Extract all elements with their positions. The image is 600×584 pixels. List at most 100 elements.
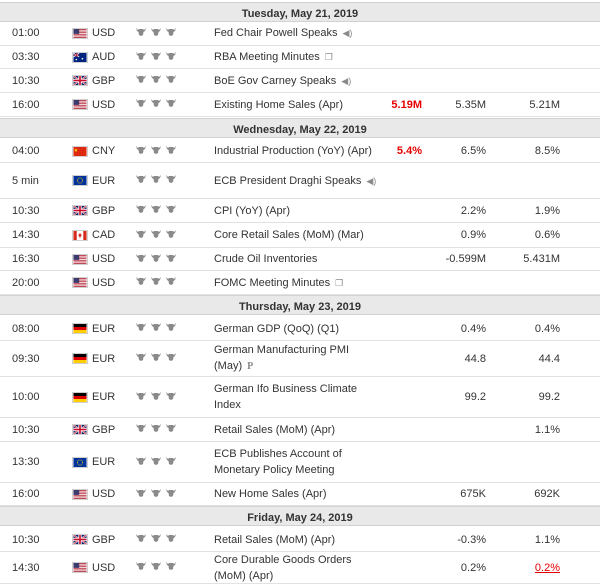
event-row[interactable]: 16:30 USD Crude Oil Inventories -0.599M … <box>0 248 600 271</box>
bull-icon <box>135 229 180 242</box>
event-title[interactable]: Industrial Production (YoY) (Apr) <box>214 145 372 157</box>
event-previous: 44.4 <box>496 341 560 376</box>
event-name[interactable]: ECB Publishes Account of Monetary Policy… <box>214 442 384 482</box>
bull-icon <box>135 253 180 266</box>
event-title[interactable]: German GDP (QoQ) (Q1) <box>214 322 340 335</box>
event-currency: GBP <box>92 533 116 546</box>
importance-rating <box>135 21 185 45</box>
event-previous-value: 0.6% <box>534 229 560 241</box>
importance-rating <box>135 528 185 551</box>
event-previous: 0.6% <box>496 223 560 247</box>
event-row[interactable]: 14:30 USD Core Durable Goods Orders (MoM… <box>0 552 600 584</box>
event-title[interactable]: ECB Publishes Account of Monetary Policy… <box>214 448 342 476</box>
event-name[interactable]: Core Retail Sales (MoM) (Mar) <box>214 223 384 247</box>
event-name[interactable]: CPI (YoY) (Apr) <box>214 199 384 222</box>
event-previous <box>496 46 560 68</box>
event-row[interactable]: 16:00 USD New Home Sales (Apr) 675K 692K <box>0 483 600 506</box>
event-time: 16:00 <box>12 98 40 111</box>
importance-rating <box>135 93 185 116</box>
event-forecast: 675K <box>460 488 486 500</box>
event-name[interactable]: German Ifo Business Climate Index <box>214 377 384 417</box>
event-title[interactable]: FOMC Meeting Minutes <box>214 276 331 289</box>
event-title[interactable]: CPI (YoY) (Apr) <box>214 204 291 217</box>
event-row[interactable]: 20:00 USD FOMC Meeting Minutes ❐ <box>0 271 600 295</box>
event-name[interactable]: RBA Meeting Minutes ❐ <box>214 46 384 68</box>
event-currency: EUR <box>92 174 116 187</box>
country-flag-icon <box>72 93 88 116</box>
event-row[interactable]: 5 min EUR ECB President Draghi Speaks ◀) <box>0 163 600 199</box>
event-actual <box>380 377 422 417</box>
event-title[interactable]: BoE Gov Carney Speaks <box>214 74 337 87</box>
event-time: 10:30 <box>12 423 40 436</box>
event-title[interactable]: New Home Sales (Apr) <box>214 488 327 500</box>
event-actual <box>380 528 422 551</box>
event-previous: 692K <box>496 483 560 505</box>
event-name[interactable]: Existing Home Sales (Apr) <box>214 93 384 116</box>
event-row[interactable]: 14:30 CAD Core Retail Sales (MoM) (Mar) … <box>0 223 600 248</box>
event-name[interactable]: Retail Sales (MoM) (Apr) <box>214 418 384 441</box>
event-currency: USD <box>92 276 116 289</box>
event-previous: 0.2% <box>496 552 560 583</box>
event-name[interactable]: ECB President Draghi Speaks ◀) <box>214 163 384 198</box>
event-currency: EUR <box>92 322 116 335</box>
event-title[interactable]: Existing Home Sales (Apr) <box>214 98 343 111</box>
event-previous <box>496 442 560 482</box>
event-row[interactable]: 09:30 EUR German Manufacturing PMI (May)… <box>0 341 600 377</box>
event-currency: USD <box>92 253 116 265</box>
country-flag-icon <box>72 223 88 247</box>
event-name[interactable]: Fed Chair Powell Speaks ◀) <box>214 21 384 45</box>
event-row[interactable]: 13:30 EUR ECB Publishes Account of Monet… <box>0 442 600 483</box>
event-name[interactable]: BoE Gov Carney Speaks ◀) <box>214 69 384 92</box>
event-title[interactable]: Core Retail Sales (MoM) (Mar) <box>214 229 364 241</box>
event-currency: EUR <box>92 456 116 468</box>
event-row[interactable]: 10:30 GBP Retail Sales (MoM) (Apr) 1.1% <box>0 418 600 442</box>
event-name[interactable]: Industrial Production (YoY) (Apr) <box>214 140 384 162</box>
event-row[interactable]: 03:30 AUD RBA Meeting Minutes ❐ <box>0 46 600 69</box>
event-title[interactable]: Crude Oil Inventories <box>214 253 318 265</box>
event-actual <box>380 223 422 247</box>
country-flag-icon <box>72 418 88 441</box>
event-row[interactable]: 10:00 EUR German Ifo Business Climate In… <box>0 377 600 418</box>
event-row[interactable]: 04:00 CNY Industrial Production (YoY) (A… <box>0 140 600 163</box>
importance-rating <box>135 163 185 198</box>
event-title[interactable]: Fed Chair Powell Speaks <box>214 27 338 39</box>
event-title[interactable]: German Manufacturing PMI (May) <box>214 344 350 372</box>
event-name[interactable]: Core Durable Goods Orders (MoM) (Apr) <box>214 552 384 583</box>
event-forecast <box>424 46 486 68</box>
event-title[interactable]: ECB President Draghi Speaks <box>214 174 362 187</box>
event-title[interactable]: German Ifo Business Climate Index <box>214 383 358 411</box>
event-forecast: 0.9% <box>460 229 486 241</box>
event-title[interactable]: Retail Sales (MoM) (Apr) <box>214 423 336 436</box>
event-row[interactable]: 01:00 USD Fed Chair Powell Speaks ◀) <box>0 21 600 46</box>
event-name[interactable]: New Home Sales (Apr) <box>214 483 384 505</box>
event-name[interactable]: Retail Sales (MoM) (Apr) <box>214 528 384 551</box>
event-row[interactable]: 10:30 GBP Retail Sales (MoM) (Apr) -0.3%… <box>0 528 600 552</box>
event-name[interactable]: German Manufacturing PMI (May) P <box>214 341 384 376</box>
event-previous-value: 44.4 <box>538 352 560 365</box>
event-currency: GBP <box>92 204 116 217</box>
event-name[interactable]: German GDP (QoQ) (Q1) <box>214 317 384 340</box>
importance-rating <box>135 418 185 441</box>
event-title[interactable]: Retail Sales (MoM) (Apr) <box>214 533 336 546</box>
event-time: 03:30 <box>12 51 40 63</box>
event-previous-value: 1.1% <box>534 423 560 436</box>
event-time: 01:00 <box>12 27 40 39</box>
event-name[interactable]: Crude Oil Inventories <box>214 248 384 270</box>
event-title[interactable]: Core Durable Goods Orders (MoM) (Apr) <box>214 553 352 582</box>
country-flag-icon <box>72 483 88 505</box>
speaker-icon: ◀) <box>342 28 353 38</box>
country-flag-icon <box>72 46 88 68</box>
event-row[interactable]: 08:00 EUR German GDP (QoQ) (Q1) 0.4% 0.4… <box>0 317 600 341</box>
event-title[interactable]: RBA Meeting Minutes <box>214 51 320 63</box>
event-row[interactable]: 16:00 USD Existing Home Sales (Apr) 5.19… <box>0 93 600 117</box>
event-previous-value: 5.431M <box>523 253 560 265</box>
event-name[interactable]: FOMC Meeting Minutes ❐ <box>214 271 384 294</box>
event-row[interactable]: 10:30 GBP CPI (YoY) (Apr) 2.2% 1.9% <box>0 199 600 223</box>
event-currency: USD <box>92 27 116 39</box>
event-row[interactable]: 10:30 GBP BoE Gov Carney Speaks ◀) <box>0 69 600 93</box>
event-forecast: 0.2% <box>460 561 486 574</box>
event-forecast <box>424 21 486 45</box>
bull-icon <box>135 276 180 289</box>
event-time: 14:30 <box>12 561 40 574</box>
event-forecast: 99.2 <box>464 391 486 403</box>
